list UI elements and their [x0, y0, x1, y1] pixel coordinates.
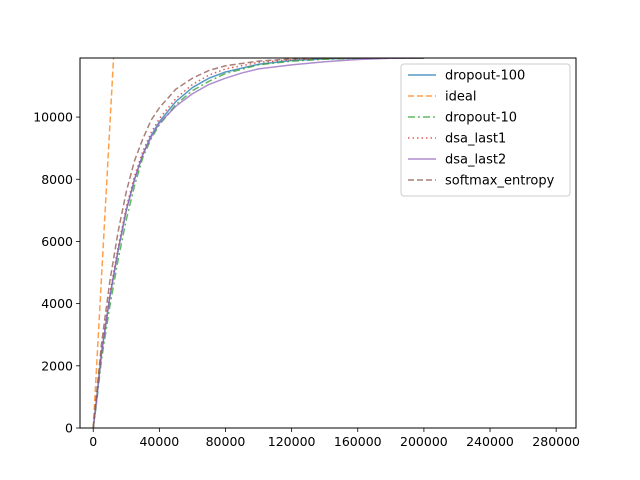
- y-tick-label: 6000: [41, 234, 73, 249]
- x-tick-label: 120000: [268, 434, 316, 449]
- series-line-4: [92, 58, 424, 428]
- legend-label-5: softmax_entropy: [445, 174, 555, 189]
- legend-label-4: dsa_last2: [445, 153, 506, 168]
- series-line-5: [92, 58, 424, 428]
- x-tick-label: 160000: [334, 434, 382, 449]
- y-tick-label: 4000: [41, 296, 73, 311]
- legend-label-3: dsa_last1: [445, 132, 506, 147]
- series-layer: [92, 58, 424, 428]
- x-tick-label: 80000: [206, 434, 246, 449]
- x-tick-label: 200000: [400, 434, 448, 449]
- legend-label-0: dropout-100: [445, 69, 525, 84]
- x-tick-label: 240000: [466, 434, 514, 449]
- y-tick-label: 10000: [33, 110, 73, 125]
- legend-box: [400, 63, 571, 197]
- series-line-1: [92, 58, 115, 428]
- axes-layer: 0 40000 80000 120000 160000 200000 240000 28000…: [33, 110, 580, 449]
- x-tick-label: 280000: [532, 434, 580, 449]
- y-tick-label: 8000: [41, 172, 73, 187]
- legend-label-2: dropout-10: [445, 111, 517, 126]
- plot-frame: [79, 57, 577, 429]
- legend: dropout-100 ideal dropout-10 dsa_last1 dsa_l…: [400, 63, 571, 197]
- y-tick-label: 2000: [41, 358, 73, 373]
- x-tick-label: 40000: [139, 434, 179, 449]
- legend-label-1: ideal: [445, 90, 476, 105]
- y-tick-label: 0: [65, 421, 73, 436]
- x-tick-label: 0: [89, 434, 97, 449]
